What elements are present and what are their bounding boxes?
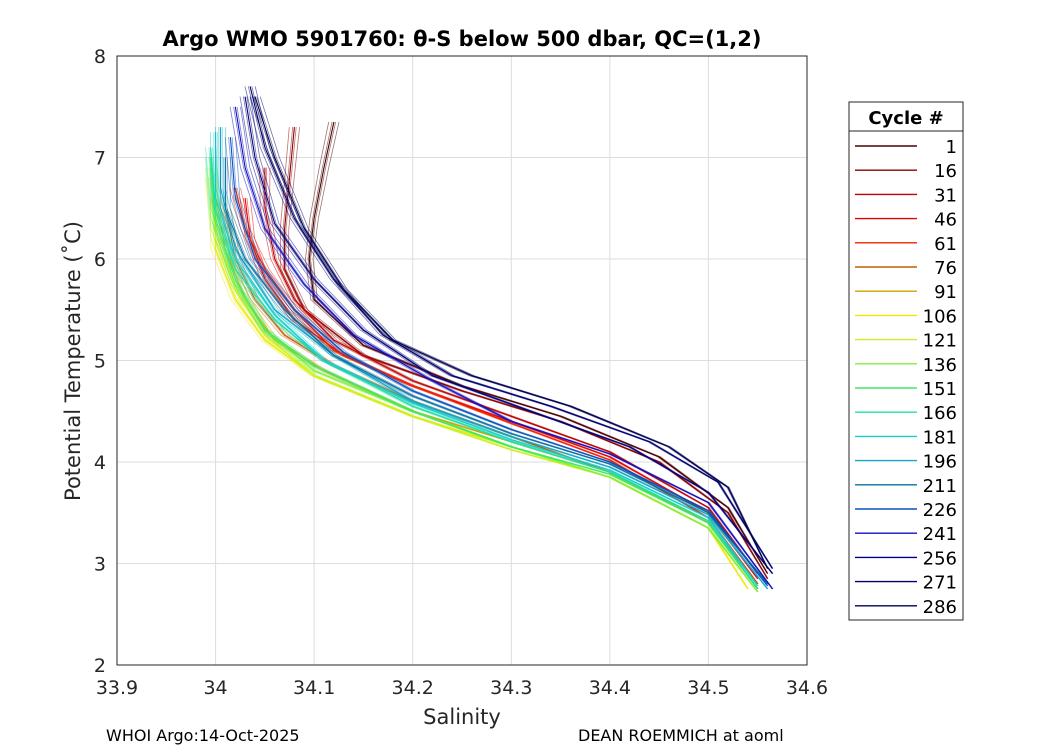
legend-label: 196 <box>923 452 957 473</box>
x-tick-label: 34.3 <box>490 677 532 699</box>
profile-line-1 <box>308 121 769 574</box>
x-tick-label: 34.4 <box>589 677 631 699</box>
x-tick-labels: 33.9 34 34.1 34.2 34.3 34.4 34.5 34.6 <box>96 677 828 699</box>
legend-label: 106 <box>923 306 957 327</box>
profile-line-extra <box>249 96 768 569</box>
profile-line-extra <box>249 96 774 574</box>
y-tick-label: 8 <box>94 46 106 68</box>
legend-items: 1 16 31 46 61 76 91 106 121 136 151 166 181 196 211 226… <box>855 137 957 618</box>
footer-author: DEAN ROEMMICH at aoml <box>578 726 784 745</box>
legend-title: Cycle # <box>868 108 943 129</box>
x-tick-label: 34 <box>203 677 227 699</box>
profile-line-256 <box>244 96 773 574</box>
legend-label: 286 <box>923 597 957 618</box>
legend-label: 241 <box>923 524 957 545</box>
profile-line-extra <box>244 86 773 569</box>
legend-label: 61 <box>934 234 957 255</box>
y-tick-label: 2 <box>94 655 106 677</box>
profile-line-286 <box>254 96 769 569</box>
y-tick-label: 5 <box>94 351 106 373</box>
x-tick-label: 34.2 <box>392 677 434 699</box>
legend-label: 256 <box>923 548 957 569</box>
legend-label: 151 <box>923 379 957 400</box>
legend-label: 136 <box>923 355 957 376</box>
legend-label: 181 <box>923 427 957 448</box>
profile-curves <box>205 86 774 593</box>
y-axis-label: Potential Temperature (˚C) <box>61 221 85 501</box>
profile-line-extra <box>240 106 774 590</box>
legend-label: 226 <box>923 500 957 521</box>
y-tick-label: 6 <box>94 249 106 271</box>
x-tick-label: 33.9 <box>96 677 138 699</box>
profile-line-extra <box>259 96 769 569</box>
profile-line-extra <box>259 167 758 574</box>
legend-label: 211 <box>923 476 957 497</box>
legend-label: 271 <box>923 573 957 594</box>
profile-line-181 <box>215 132 759 587</box>
legend-label: 16 <box>934 161 957 182</box>
footer-source: WHOI Argo:14-Oct-2025 <box>106 726 300 745</box>
profile-line-extra <box>239 96 773 574</box>
legend-label: 1 <box>946 137 957 158</box>
legend-label: 46 <box>934 210 957 231</box>
y-tick-labels: 2 3 4 5 6 7 8 <box>94 46 106 677</box>
y-tick-label: 7 <box>94 148 106 170</box>
profile-line-271 <box>249 86 773 569</box>
y-tick-label: 4 <box>94 452 106 474</box>
profile-line-226 <box>229 137 769 587</box>
legend-label: 31 <box>934 185 957 206</box>
x-axis-label: Salinity <box>423 705 501 729</box>
profile-line-extra <box>229 157 769 585</box>
x-tick-label: 34.6 <box>786 677 828 699</box>
profile-line-extra <box>235 137 769 587</box>
profile-line-241 <box>234 106 773 590</box>
profile-line-136 <box>210 167 759 593</box>
x-tick-label: 34.5 <box>687 677 729 699</box>
legend-label: 91 <box>934 282 957 303</box>
legend-label: 76 <box>934 258 957 279</box>
chart-title: Argo WMO 5901760: θ-S below 500 dbar, QC… <box>163 27 762 51</box>
legend: Cycle # 11631466176911061211361511661811… <box>848 101 964 621</box>
x-tick-label: 34.1 <box>293 677 335 699</box>
profile-line-211 <box>224 157 769 585</box>
profile-line-151 <box>210 157 759 590</box>
plot-frame <box>116 55 808 666</box>
legend-label: 121 <box>923 331 957 352</box>
legend-label: 166 <box>923 403 957 424</box>
profile-line-extra <box>312 121 769 574</box>
y-tick-label: 3 <box>94 554 106 576</box>
profile-line-extra <box>305 121 768 574</box>
